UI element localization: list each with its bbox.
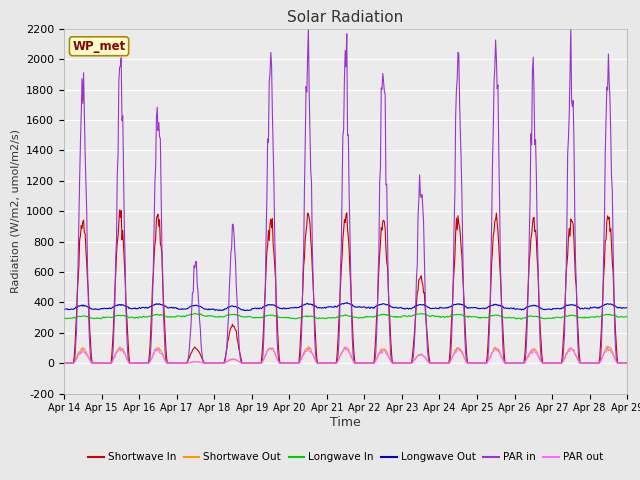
Legend: Shortwave In, Shortwave Out, Longwave In, Longwave Out, PAR in, PAR out: Shortwave In, Shortwave Out, Longwave In… — [84, 448, 607, 467]
X-axis label: Time: Time — [330, 416, 361, 429]
Text: WP_met: WP_met — [72, 40, 125, 53]
Y-axis label: Radiation (W/m2, umol/m2/s): Radiation (W/m2, umol/m2/s) — [10, 129, 20, 293]
Title: Solar Radiation: Solar Radiation — [287, 10, 404, 25]
